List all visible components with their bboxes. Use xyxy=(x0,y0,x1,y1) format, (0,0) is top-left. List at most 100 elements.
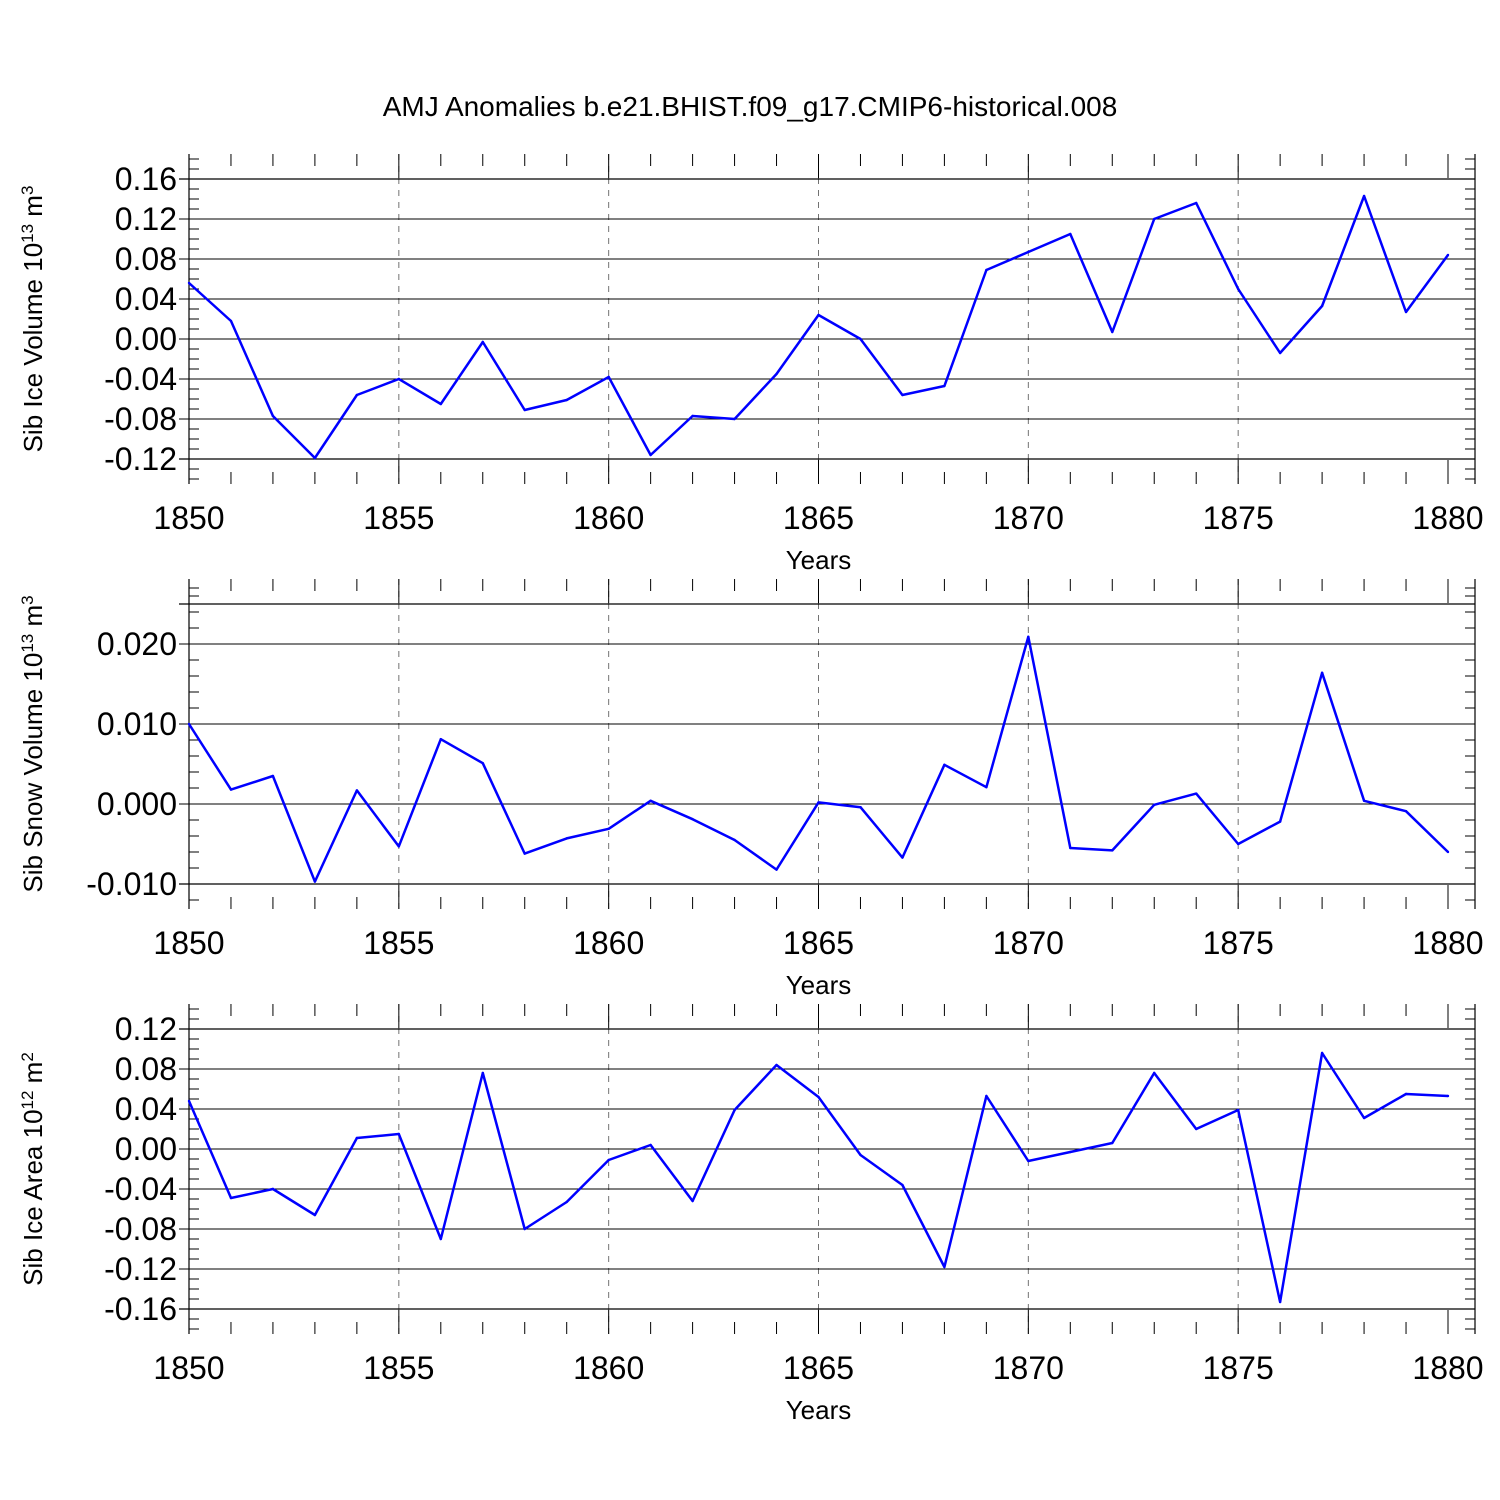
y-axis-title: Sib Ice Volume 1013 m3 xyxy=(18,186,49,453)
data-point xyxy=(985,268,988,272)
data-point xyxy=(607,375,610,379)
data-point xyxy=(1446,1094,1450,1098)
x-tick-label: 1865 xyxy=(783,500,854,536)
data-point xyxy=(565,837,568,840)
data-point xyxy=(1236,842,1240,846)
y-tick-label: 0.00 xyxy=(115,321,177,357)
data-point xyxy=(1362,1116,1366,1120)
y-tick-label: -0.12 xyxy=(104,441,177,477)
data-point xyxy=(1111,1141,1114,1145)
data-point xyxy=(271,774,275,778)
x-tick-label: 1870 xyxy=(993,1350,1064,1386)
data-point xyxy=(649,799,652,802)
y-tick-label: 0.020 xyxy=(97,626,177,662)
x-axis-title: Years xyxy=(786,545,852,575)
chart-panel-3: -0.16 -0.12 -0.08 -0.04 0.00 0.04 0.08 0.12 1850… xyxy=(18,1004,1484,1425)
x-tick-label: 1865 xyxy=(783,1350,854,1386)
data-point xyxy=(1111,330,1114,334)
y-tick-label: 0.12 xyxy=(115,201,177,237)
data-point xyxy=(607,1158,610,1162)
data-point xyxy=(1111,849,1114,852)
data-point xyxy=(229,788,233,791)
data-point xyxy=(187,1099,191,1103)
data-point xyxy=(1446,850,1450,854)
data-point xyxy=(313,880,317,883)
data-point xyxy=(691,818,694,821)
x-tick-label: 1855 xyxy=(363,1350,434,1386)
figure-title: AMJ Anomalies b.e21.BHIST.f09_g17.CMIP6-… xyxy=(383,91,1118,122)
data-point xyxy=(1362,799,1366,802)
data-point xyxy=(1195,792,1198,795)
data-point xyxy=(397,845,401,848)
data-point xyxy=(187,281,191,285)
y-tick-label: 0.04 xyxy=(115,1091,177,1127)
data-point xyxy=(1320,304,1324,308)
data-point xyxy=(943,384,946,388)
data-point xyxy=(901,1183,904,1187)
y-tick-label: -0.04 xyxy=(104,1171,177,1207)
data-point xyxy=(439,1237,442,1241)
data-point xyxy=(355,1136,359,1140)
data-point xyxy=(607,827,610,830)
chart-panel-2: -0.010 0.000 0.010 0.020 1850 1855 1860 1865 187… xyxy=(18,579,1484,1000)
data-point xyxy=(1153,217,1156,221)
data-point xyxy=(1195,1127,1198,1131)
data-point xyxy=(1069,232,1072,236)
data-point xyxy=(1362,194,1366,198)
data-point xyxy=(1446,253,1450,257)
y-tick-label: 0.010 xyxy=(97,706,177,742)
data-point xyxy=(775,1063,778,1067)
data-point xyxy=(397,377,401,381)
x-tick-label: 1880 xyxy=(1412,925,1483,961)
y-tick-label: -0.16 xyxy=(104,1291,177,1327)
x-tick-label: 1865 xyxy=(783,925,854,961)
data-point xyxy=(271,414,275,418)
y-tick-label: 0.08 xyxy=(115,241,177,277)
y-tick-label: -0.08 xyxy=(104,401,177,437)
data-point xyxy=(481,340,484,344)
y-tick-label: 0.04 xyxy=(115,281,177,317)
data-point xyxy=(859,337,862,341)
data-point xyxy=(229,319,233,323)
data-point xyxy=(1404,310,1408,314)
data-point xyxy=(1278,351,1282,355)
data-point xyxy=(649,453,652,457)
x-tick-label: 1860 xyxy=(573,1350,644,1386)
data-point xyxy=(1027,1159,1030,1163)
x-tick-label: 1850 xyxy=(153,1350,224,1386)
x-tick-label: 1875 xyxy=(1203,500,1274,536)
data-point xyxy=(943,763,946,766)
data-point xyxy=(523,1227,526,1231)
x-tick-label: 1875 xyxy=(1203,1350,1274,1386)
data-point xyxy=(439,402,442,406)
y-tick-label: 0.08 xyxy=(115,1051,177,1087)
chart-panels: -0.12 -0.08 -0.04 0.00 0.04 0.08 0.12 0.16 1850 1… xyxy=(18,154,1484,1425)
data-point xyxy=(775,372,778,376)
y-tick-label: 0.12 xyxy=(115,1011,177,1047)
x-tick-label: 1880 xyxy=(1412,500,1483,536)
x-tick-label: 1860 xyxy=(573,925,644,961)
y-tick-label: -0.04 xyxy=(104,361,177,397)
data-point xyxy=(691,414,694,418)
data-point xyxy=(1404,810,1408,813)
data-point xyxy=(691,1199,694,1203)
y-tick-label: 0.00 xyxy=(115,1131,177,1167)
data-point xyxy=(355,789,359,792)
x-tick-label: 1860 xyxy=(573,500,644,536)
y-tick-label: -0.010 xyxy=(86,866,177,902)
data-point xyxy=(1320,671,1324,674)
data-point xyxy=(1320,1051,1324,1055)
data-point xyxy=(355,393,359,397)
data-point xyxy=(1278,1300,1282,1304)
chart-panel-1: -0.12 -0.08 -0.04 0.00 0.04 0.08 0.12 0.16 1850 1… xyxy=(18,154,1484,575)
data-point xyxy=(523,408,526,412)
data-point xyxy=(397,1132,401,1136)
x-tick-label: 1880 xyxy=(1412,1350,1483,1386)
data-point xyxy=(943,1265,946,1269)
data-point xyxy=(985,1094,988,1098)
data-point xyxy=(817,313,820,317)
data-point xyxy=(1153,1071,1156,1075)
x-tick-label: 1855 xyxy=(363,925,434,961)
data-point xyxy=(1153,803,1156,806)
